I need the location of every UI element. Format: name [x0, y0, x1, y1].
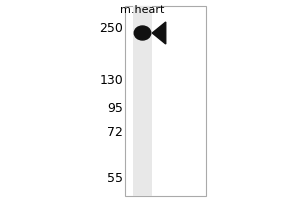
Text: 250: 250: [99, 22, 123, 36]
Ellipse shape: [134, 26, 151, 40]
Text: 72: 72: [107, 127, 123, 140]
Bar: [124, 6, 206, 196]
Bar: [133, 6, 152, 196]
Text: 130: 130: [99, 74, 123, 88]
Text: 55: 55: [107, 172, 123, 186]
Text: m.heart: m.heart: [120, 5, 165, 15]
Text: 95: 95: [107, 102, 123, 116]
Polygon shape: [152, 22, 166, 44]
